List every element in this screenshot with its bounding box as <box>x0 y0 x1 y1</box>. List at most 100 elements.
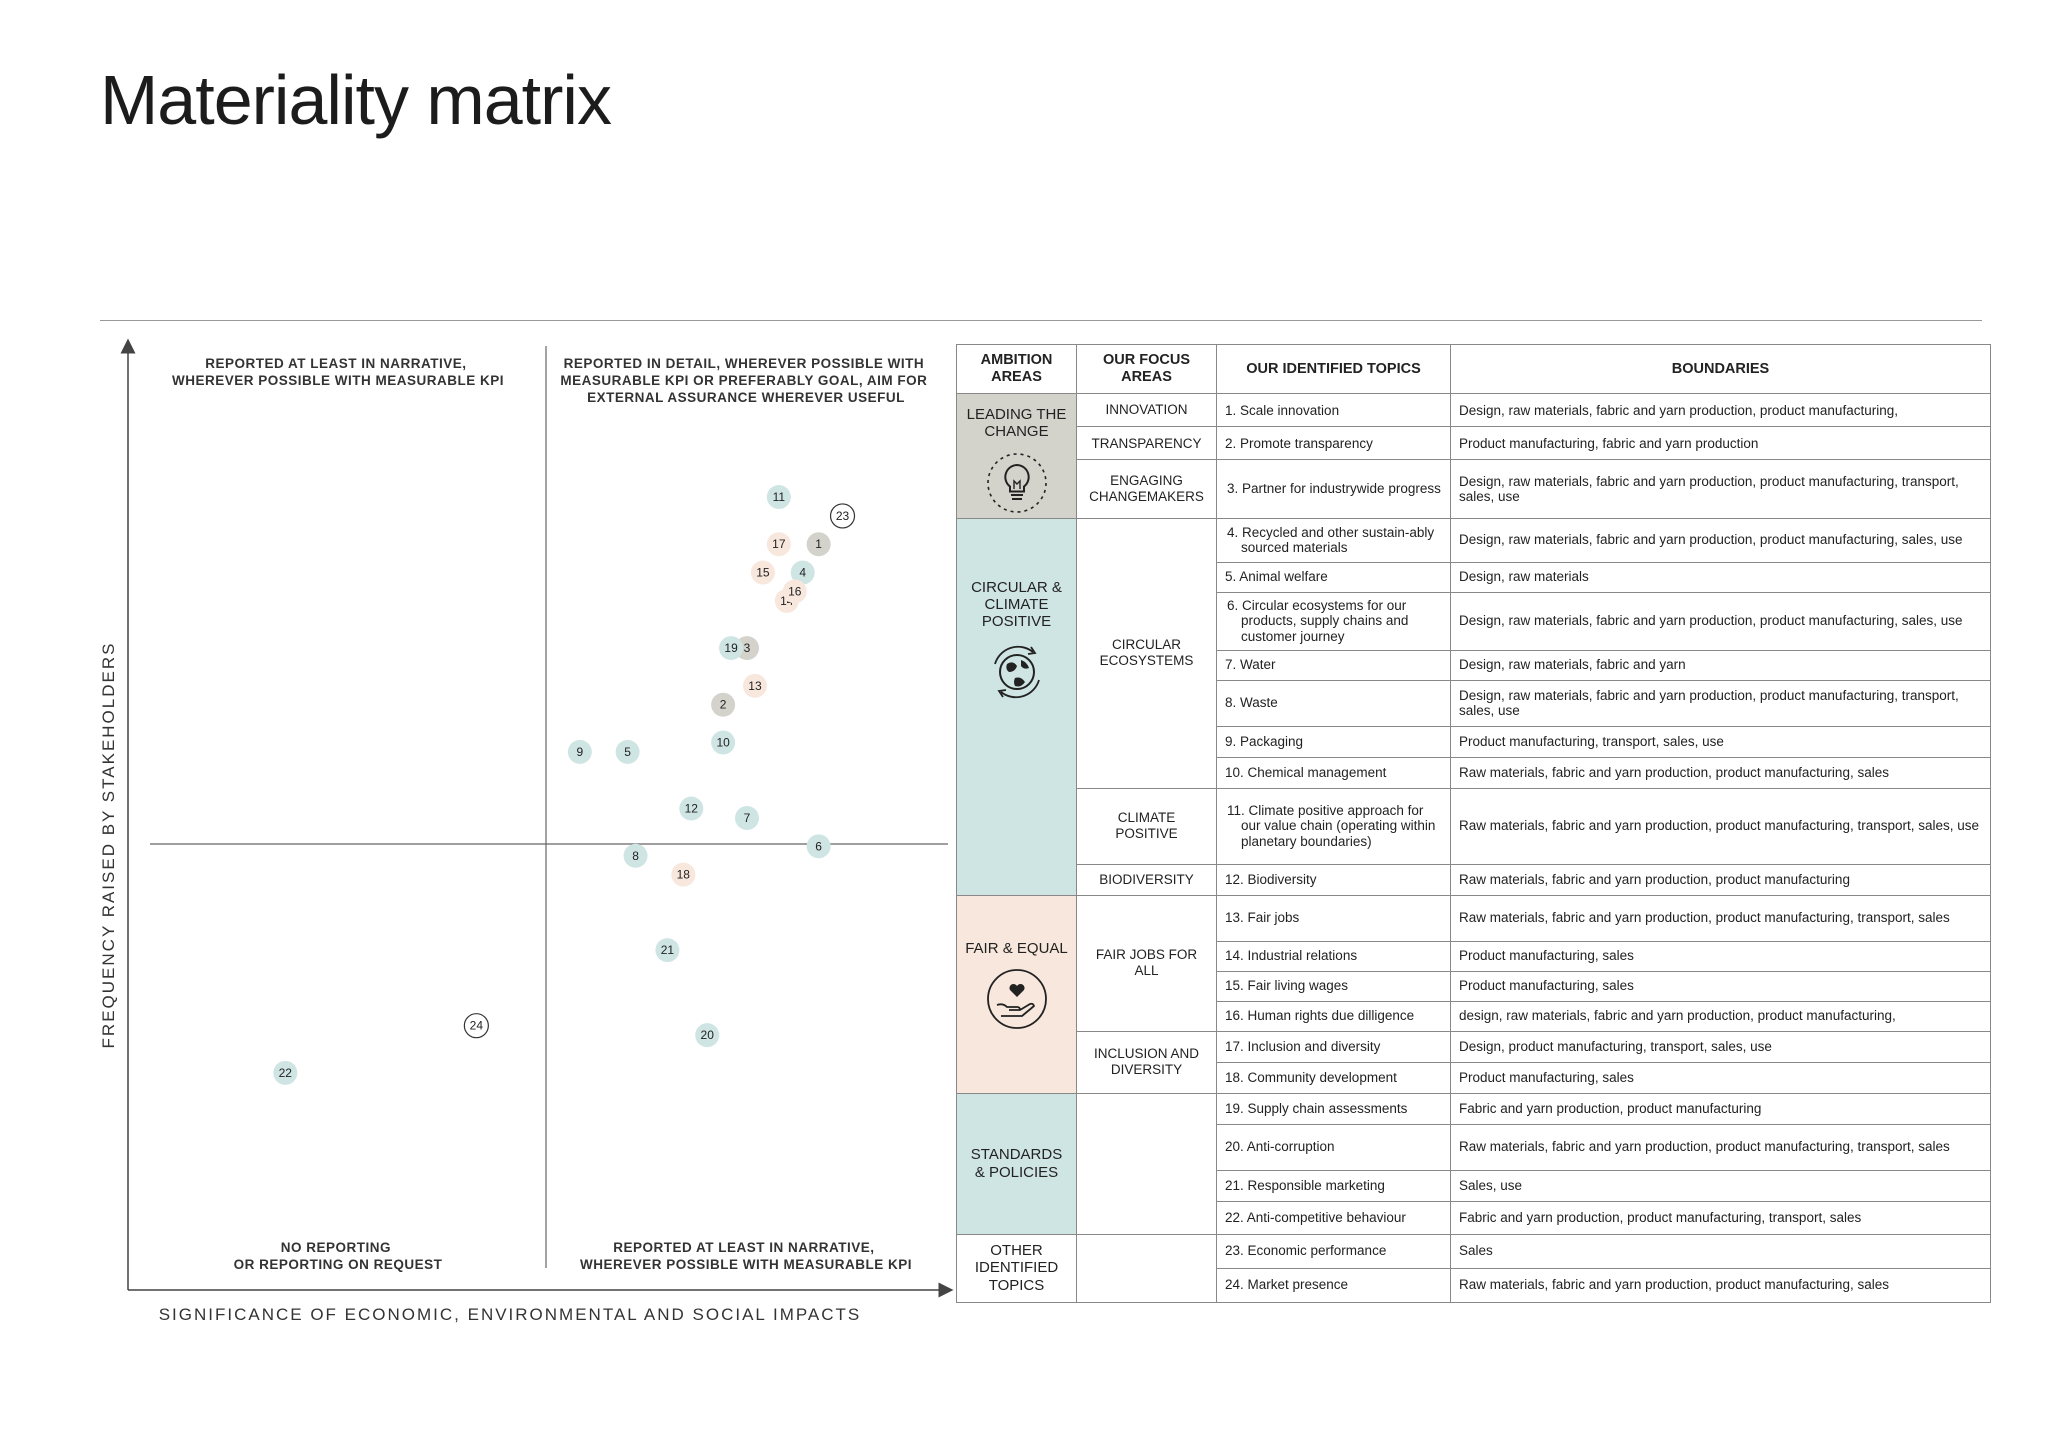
topic-cell: 9. Packaging <box>1216 725 1451 758</box>
topic-text: 3. Partner for industrywide progress <box>1227 481 1441 497</box>
ambition-circular-climate-positive: CIRCULAR & CLIMATE POSITIVE <box>956 517 1077 896</box>
data-point-marker <box>782 579 807 604</box>
boundary-cell: Design, raw materials, fabric and yarn p… <box>1450 679 1991 727</box>
ambition-label: FAIR & EQUAL <box>965 939 1068 957</box>
table-row: 14. Industrial relations Product manufac… <box>957 940 1991 972</box>
topic-cell: 3. Partner for industrywide progress <box>1216 459 1451 519</box>
table-row: FAIR & EQUAL FAIR JOBS FOR ALL 13. Fair … <box>956 894 1991 1094</box>
data-point-marker <box>766 485 791 510</box>
table-row: 22. Anti-competitive behaviour Fabric an… <box>957 1200 1991 1235</box>
header-identified-topics: OUR IDENTIFIED TOPICS <box>1216 344 1451 394</box>
topic-cell: 19. Supply chain assessments <box>1216 1092 1451 1125</box>
data-point: 24 <box>463 1013 489 1039</box>
topic-cell: 11. Climate positive approach for our va… <box>1216 787 1451 865</box>
data-point-label: 8 <box>632 849 639 863</box>
table-row: 9. Packaging Product manufacturing, tran… <box>957 725 1991 758</box>
boundary-cell: Product manufacturing, sales <box>1450 970 1991 1002</box>
topic-cell: 2. Promote transparency <box>1216 426 1451 461</box>
data-point-marker <box>695 1023 720 1048</box>
data-point-marker <box>711 730 736 755</box>
boundary-cell: Design, raw materials, fabric and yarn <box>1450 649 1991 681</box>
boundary-cell: Raw materials, fabric and yarn productio… <box>1450 894 1991 942</box>
topic-cell: 22. Anti-competitive behaviour <box>1216 1200 1451 1235</box>
data-point-label: 23 <box>836 509 850 523</box>
data-point-marker <box>790 560 815 585</box>
topic-cell: 18. Community development <box>1216 1061 1451 1094</box>
topic-cell: 23. Economic performance <box>1216 1233 1451 1269</box>
x-axis-title: SIGNIFICANCE OF ECONOMIC, ENVIRONMENTAL … <box>159 1305 862 1324</box>
focus-climate-positive: CLIMATE POSITIVE <box>1076 787 1217 865</box>
topic-cell: 12. Biodiversity <box>1216 863 1451 896</box>
heart-hand-icon <box>986 968 1047 1029</box>
topic-cell: 4. Recycled and other sustain-ably sourc… <box>1216 517 1451 563</box>
data-point: 12 <box>679 796 704 821</box>
data-point-marker <box>719 636 744 661</box>
boundary-cell: Sales <box>1450 1233 1991 1269</box>
table-row: 7. Water Design, raw materials, fabric a… <box>957 649 1991 681</box>
data-point: 7 <box>735 806 759 830</box>
data-point-marker <box>623 843 648 868</box>
data-point: 19 <box>719 636 744 661</box>
table-row: CLIMATE POSITIVE 11. Climate positive ap… <box>957 787 1991 865</box>
data-point-marker <box>655 938 680 963</box>
data-point-label: 11 <box>773 490 786 504</box>
quadrant-label-top-right-line: EXTERNAL ASSURANCE WHEREVER USEFUL <box>587 390 905 405</box>
data-point: 15 <box>750 560 775 585</box>
topic-cell: 5. Animal welfare <box>1216 561 1451 593</box>
focus-engaging-changemakers: ENGAGING CHANGEMAKERS <box>1076 459 1217 519</box>
table-row: 8. Waste Design, raw materials, fabric a… <box>957 679 1991 727</box>
globe-cycle-icon <box>993 646 1040 699</box>
data-point: 17 <box>766 532 791 557</box>
data-point: 16 <box>782 579 807 604</box>
ambition-label: CIRCULAR & CLIMATE POSITIVE <box>971 578 1062 631</box>
boundary-cell: Design, raw materials, fabric and yarn p… <box>1450 459 1991 519</box>
table-row: 24. Market presence Raw materials, fabri… <box>957 1267 1991 1303</box>
boundary-cell: design, raw materials, fabric and yarn p… <box>1450 1000 1991 1032</box>
table-row: LEADING THE CHANGE INNOVATION 1. Scale i… <box>956 392 1991 519</box>
boundary-cell: Design, raw materials, fabric and yarn p… <box>1450 517 1991 563</box>
data-point-marker <box>735 806 759 830</box>
topic-cell: 20. Anti-corruption <box>1216 1123 1451 1171</box>
data-point-label: 7 <box>744 811 751 825</box>
data-point-label: 9 <box>576 745 583 759</box>
boundary-cell: Fabric and yarn production, product manu… <box>1450 1200 1991 1235</box>
materiality-table: AMBITION AREAS OUR FOCUS AREAS OUR IDENT… <box>956 344 1991 1303</box>
topic-cell: 15. Fair living wages <box>1216 970 1451 1002</box>
data-point: 20 <box>695 1023 720 1048</box>
focus-biodiversity: BIODIVERSITY <box>1076 863 1217 896</box>
boundary-cell: Product manufacturing, sales <box>1450 940 1991 972</box>
data-point-marker <box>806 532 831 557</box>
focus-innovation: INNOVATION <box>1076 392 1217 428</box>
topic-cell: 16. Human rights due dilligence <box>1216 1000 1451 1032</box>
focus-empty <box>1076 1092 1217 1235</box>
topic-cell: 1. Scale innovation <box>1216 392 1451 428</box>
data-point-label: 2 <box>720 698 727 712</box>
table-row: 10. Chemical management Raw materials, f… <box>957 756 1991 789</box>
boundary-cell: Raw materials, fabric and yarn productio… <box>1450 787 1991 865</box>
data-point: 21 <box>655 938 680 963</box>
quadrant-label-bottom-right-line: REPORTED AT LEAST IN NARRATIVE, <box>613 1240 874 1255</box>
ambition-label: STANDARDS & POLICIES <box>970 1146 1063 1181</box>
focus-empty <box>1076 1233 1217 1303</box>
header-ambition-areas: AMBITION AREAS <box>956 344 1077 394</box>
data-point-marker <box>766 532 791 557</box>
quadrant-label-bottom-right-line: WHEREVER POSSIBLE WITH MEASURABLE KPI <box>580 1257 912 1272</box>
data-point-label: 4 <box>799 566 806 580</box>
materiality-scatter-chart: SIGNIFICANCE OF ECONOMIC, ENVIRONMENTAL … <box>99 338 954 1324</box>
topic-cell: 21. Responsible marketing <box>1216 1169 1451 1202</box>
table-row: ENGAGING CHANGEMAKERS 3. Partner for ind… <box>957 459 1991 519</box>
data-point: 13 <box>742 673 767 698</box>
boundary-cell: Sales, use <box>1450 1169 1991 1202</box>
data-point: 2 <box>711 692 736 717</box>
data-point-label: 10 <box>716 735 730 749</box>
quadrant-label-top-right-line: MEASURABLE KPI OR PREFERABLY GOAL, AIM F… <box>560 373 927 388</box>
boundary-cell: Design, raw materials <box>1450 561 1991 593</box>
topic-cell: 8. Waste <box>1216 679 1451 727</box>
boundary-cell: Product manufacturing, transport, sales,… <box>1450 725 1991 758</box>
topic-cell: 7. Water <box>1216 649 1451 681</box>
table-row: 16. Human rights due dilligence design, … <box>957 1000 1991 1032</box>
boundary-cell: Design, raw materials, fabric and yarn p… <box>1450 392 1991 428</box>
topic-cell: 6. Circular ecosystems for our products,… <box>1216 591 1451 651</box>
data-point-label: 5 <box>624 745 631 759</box>
data-point: 11 <box>766 485 791 510</box>
